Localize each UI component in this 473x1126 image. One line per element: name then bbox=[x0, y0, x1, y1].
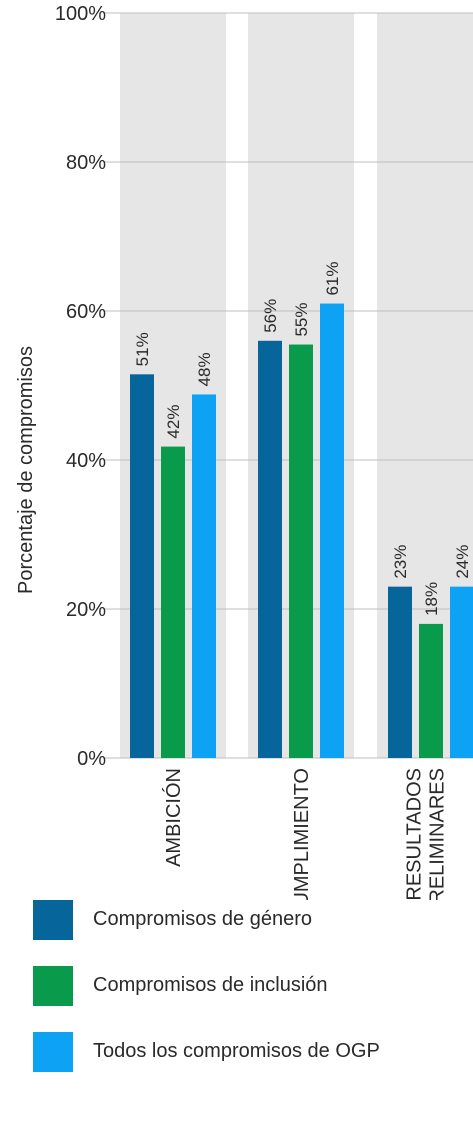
y-tick-label: 80% bbox=[66, 152, 106, 174]
y-tick-label: 100% bbox=[55, 3, 106, 25]
y-axis-ticks: 0% 20% 40% 60% 80% 100% bbox=[55, 3, 106, 770]
data-label: 56% bbox=[261, 299, 280, 333]
bar bbox=[450, 586, 473, 758]
data-label: 18% bbox=[422, 582, 441, 616]
y-tick-label: 0% bbox=[77, 748, 106, 770]
legend-item-inclusion: Compromisos de inclusión bbox=[33, 966, 473, 1006]
legend-item-todos: Todos los compromisos de OGP bbox=[33, 1032, 473, 1072]
legend-swatch-genero bbox=[33, 900, 73, 940]
legend-label-genero: Compromisos de género bbox=[93, 908, 312, 930]
bar bbox=[161, 446, 185, 758]
x-axis-ticks: AMBICIÓN CUMPLIMIENTO RESULTADOS PRELIMINAR… bbox=[162, 768, 449, 900]
data-label: 55% bbox=[292, 302, 311, 336]
bar bbox=[388, 586, 412, 758]
y-tick-label: 20% bbox=[66, 599, 106, 621]
bar bbox=[192, 394, 216, 758]
data-label: 51% bbox=[133, 332, 152, 366]
legend-item-genero: Compromisos de género bbox=[33, 900, 473, 940]
legend-label-inclusion: Compromisos de inclusión bbox=[93, 974, 328, 996]
x-tick-label: AMBICIÓN bbox=[162, 768, 185, 867]
data-label: 61% bbox=[323, 262, 342, 296]
data-labels: 51% 56% 23% 42% 55% 18% 48% 61% 24% bbox=[133, 262, 472, 616]
y-tick-label: 40% bbox=[66, 450, 106, 472]
x-tick-label: PRELIMINARES bbox=[427, 768, 449, 900]
y-tick-label: 60% bbox=[66, 301, 106, 323]
y-axis-label: Porcentaje de compromisos bbox=[15, 346, 37, 594]
bar bbox=[130, 374, 154, 758]
legend-label-todos: Todos los compromisos de OGP bbox=[93, 1040, 380, 1062]
bar-chart: 0% 20% 40% 60% 80% 100% 51% 56% 23% 42% 55% 18% 48%… bbox=[15, 3, 473, 900]
legend-swatch-todos bbox=[33, 1032, 73, 1072]
data-label: 42% bbox=[164, 405, 183, 439]
data-label: 24% bbox=[453, 545, 472, 579]
legend-swatch-inclusion bbox=[33, 966, 73, 1006]
x-tick-label: CUMPLIMIENTO bbox=[291, 768, 313, 900]
data-label: 48% bbox=[195, 352, 214, 386]
bar bbox=[289, 344, 313, 758]
bar bbox=[320, 303, 344, 758]
data-label: 23% bbox=[391, 545, 410, 579]
x-tick-label: RESULTADOS bbox=[404, 768, 426, 900]
bars bbox=[130, 303, 473, 758]
bar bbox=[258, 340, 282, 758]
bar bbox=[419, 623, 443, 758]
